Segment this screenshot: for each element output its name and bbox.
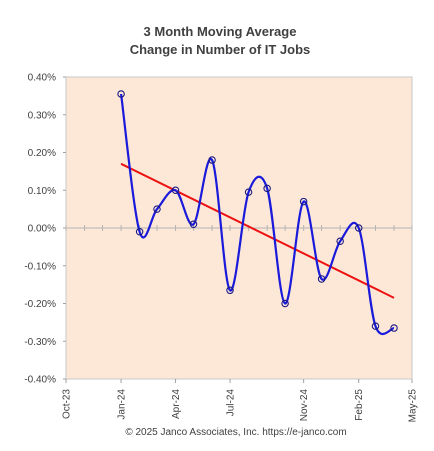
data-point-marker (299, 197, 308, 206)
data-point-marker (317, 275, 326, 283)
y-tick-label: 0.20% (28, 148, 56, 159)
y-tick-label: -0.10% (24, 261, 56, 272)
y-tick-label: 0.40% (28, 73, 56, 84)
chart-title-line1: 3 Month Moving Average (144, 24, 297, 39)
x-tick-label: Feb-25 (354, 389, 365, 421)
data-point-marker (117, 90, 125, 98)
series-line (119, 93, 395, 336)
chart-title-line2: Change in Number of IT Jobs (130, 42, 311, 57)
series-group (119, 93, 395, 336)
y-tick-label: -0.40% (24, 375, 56, 386)
tick-labels-group: 0.40% 0.30% 0.20% 0.10% 0.00% -0.10% -0.20% -0.… (24, 73, 418, 423)
data-point-marker (189, 220, 198, 228)
y-tick-label: 0.30% (28, 110, 56, 121)
x-tick-label: Nov-24 (299, 389, 310, 422)
data-point-marker (171, 186, 180, 195)
x-tick-label: Apr-24 (171, 389, 182, 419)
trendline-group (120, 162, 395, 299)
data-point-marker (153, 205, 161, 213)
data-point-marker (354, 224, 363, 232)
data-point-marker (371, 322, 380, 330)
x-tick-label: May-25 (408, 389, 419, 423)
data-point-marker (208, 156, 216, 164)
copyright-footer: © 2025 Janco Associates, Inc. https://e-… (125, 427, 346, 438)
data-point-marker (336, 237, 344, 245)
data-point-marker (263, 184, 271, 193)
data-point-marker (226, 286, 234, 295)
y-tick-label: 0.00% (28, 224, 56, 235)
x-tick-label: Jul-24 (226, 389, 237, 417)
data-point-marker (135, 228, 144, 236)
data-point-marker (244, 188, 253, 196)
trendline (120, 162, 395, 299)
y-tick-label: -0.20% (24, 299, 56, 310)
data-point-marker (390, 324, 398, 332)
markers-group (117, 90, 398, 332)
y-tick-label: -0.30% (24, 337, 56, 348)
y-tick-label: 0.10% (28, 186, 56, 197)
x-tick-label: Oct-23 (62, 389, 73, 419)
data-point-marker (281, 299, 289, 308)
x-tick-label: Jan-24 (117, 389, 128, 420)
